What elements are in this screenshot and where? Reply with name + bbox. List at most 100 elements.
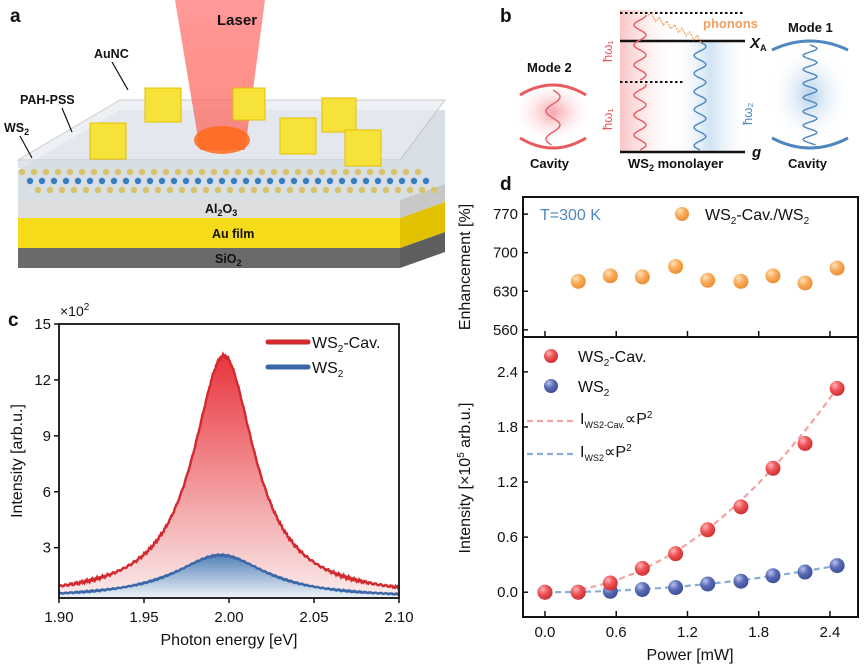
atom [274, 186, 282, 194]
y-tick-label: 1.8 [497, 419, 518, 436]
al2o3-label: Al2O3 [205, 202, 237, 218]
enhancement-point [634, 269, 650, 285]
atom [138, 168, 146, 176]
y-multiplier: ×102 [60, 302, 90, 319]
ws2-cav-point [829, 380, 845, 396]
series-area-0 [59, 354, 399, 598]
atom [162, 168, 170, 176]
hw1-top-label: ħω₁ [600, 40, 615, 62]
x-tick-label: 0.6 [606, 624, 627, 641]
y-axis-label-enhancement: Enhancement [%] [457, 204, 474, 330]
enhancement-point [829, 260, 845, 276]
ws2-cav-point [700, 522, 716, 538]
atom [310, 186, 318, 194]
atom [186, 168, 194, 176]
atom [286, 186, 294, 194]
atom [110, 177, 118, 185]
atom [266, 177, 274, 185]
atom [170, 177, 178, 185]
pl-spectrum-chart: 1.90 1.95 2.00 2.05 2.10 3 6 9 12 15 ×102 Photon … [9, 302, 414, 649]
x-tick-label: 2.00 [214, 609, 243, 626]
y-tick-label: 630 [493, 283, 518, 300]
ws2-point [829, 558, 845, 574]
atom [26, 177, 34, 185]
aunc-pointer [111, 61, 129, 91]
atom [114, 168, 122, 176]
panel-label-c: c [8, 310, 19, 331]
ws2-point [797, 564, 813, 580]
pah-pss-pointer [61, 107, 73, 133]
atom [314, 177, 322, 185]
atom [90, 168, 98, 176]
y-tick-label: 3 [43, 540, 51, 557]
legend-fit-label-ws2-cav: IWS2-Cav.∝P2 [580, 410, 653, 430]
laser-spot [194, 126, 250, 154]
x-tick-label: 1.2 [677, 624, 698, 641]
x-tick-label: 0.0 [535, 624, 556, 641]
ws2-point [700, 576, 716, 592]
legend-label-ws2-cav: WS2-Cav. [312, 335, 380, 355]
atom [338, 177, 346, 185]
atom [190, 186, 198, 194]
aunc-label: AuNC [94, 47, 129, 61]
x-axis-label-d: Power [mW] [646, 647, 733, 664]
gold-nanocube [144, 87, 182, 123]
enhancement-point [700, 272, 716, 288]
atom [350, 177, 358, 185]
atom [78, 168, 86, 176]
y-tick-label: 9 [43, 428, 51, 445]
atom [262, 186, 270, 194]
atom [154, 186, 162, 194]
atom [122, 177, 130, 185]
atom [106, 186, 114, 194]
gold-nanocube [232, 87, 266, 121]
atom [358, 186, 366, 194]
atom [86, 177, 94, 185]
panel-label-a: a [10, 6, 21, 27]
y-tick-label: 0.0 [497, 584, 518, 601]
cavity-mirror-left-bottom [519, 136, 587, 150]
atom [150, 168, 158, 176]
atom [98, 177, 106, 185]
atom [414, 168, 422, 176]
device-illustration: Laser AuNC PAH-PSS WS2 Al2O3 Au film SiO… [4, 0, 446, 268]
mode1-label: Mode 1 [788, 20, 833, 35]
y-axis-label: Intensity [arb.u.] [9, 404, 26, 518]
atom [290, 177, 298, 185]
atom [66, 168, 74, 176]
legend-label-ws2-cav-d: WS2-Cav. [578, 349, 646, 369]
atom [230, 177, 238, 185]
enhancement-point [668, 258, 684, 274]
atom [238, 186, 246, 194]
atom [398, 177, 406, 185]
atom [222, 168, 230, 176]
atom [94, 186, 102, 194]
atom [362, 177, 370, 185]
atom [102, 168, 110, 176]
enhancement-point [765, 268, 781, 284]
series-line-0 [58, 351, 400, 591]
y-tick-label: 560 [493, 322, 518, 339]
atom [382, 186, 390, 194]
enhancement-point [570, 273, 586, 289]
ws2-point [733, 573, 749, 589]
atom [390, 168, 398, 176]
cavity-mode2-wave [545, 89, 561, 146]
atom [126, 168, 134, 176]
x-axis-label: Photon energy [eV] [161, 632, 298, 649]
exciton-label: XA [749, 35, 767, 53]
x-tick-label: 1.8 [748, 624, 769, 641]
atom [166, 186, 174, 194]
atom [402, 168, 410, 176]
gold-nanocube [279, 117, 317, 155]
legend-label-enhancement: WS2-Cav./WS2 [705, 207, 810, 227]
legend-label-ws2: WS2 [312, 360, 344, 380]
atom [378, 168, 386, 176]
emission-wave [693, 41, 707, 151]
energy-diagram: Mode 2 Mode 1 Cavity Cavity WS2 monolaye… [513, 10, 850, 173]
fit-line-1 [545, 564, 838, 594]
atom [46, 186, 54, 194]
series-line-1 [58, 552, 400, 597]
mode2-label: Mode 2 [527, 60, 572, 75]
atom [334, 186, 342, 194]
